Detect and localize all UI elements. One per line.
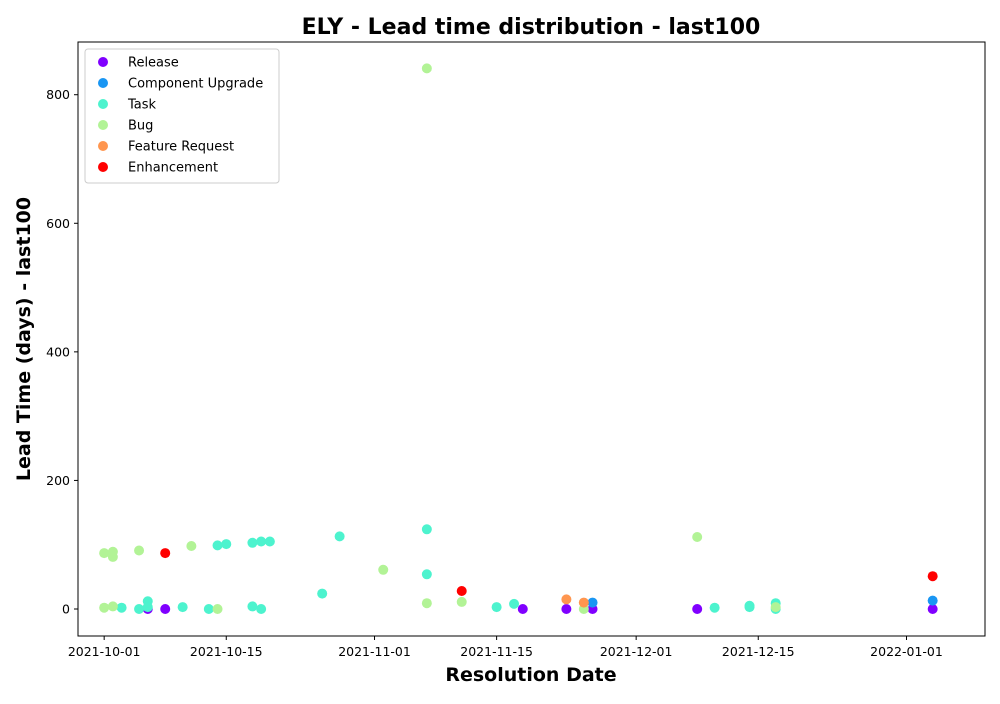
data-point-task [264,536,275,547]
x-tick-label: 2021-12-15 [722,644,795,659]
chart-title: ELY - Lead time distribution - last100 [302,15,761,40]
y-tick-label: 800 [46,87,70,102]
x-axis-label: Resolution Date [445,664,616,686]
y-axis-ticks: 0 200 400 600 800 [46,87,78,617]
data-point-release [160,604,171,614]
legend-label-release: Release [128,56,179,71]
data-point-bug [421,598,432,609]
data-point-bug [770,602,781,613]
data-point-bug [107,551,118,562]
x-tick-label: 2021-11-15 [460,644,533,659]
data-point-task [256,536,267,547]
data-point-release [517,604,528,614]
x-tick-label: 2021-11-01 [338,644,411,659]
data-point-task [134,604,145,614]
data-point-feature-request [561,594,572,605]
data-point-bug [186,541,197,551]
data-point-component-upgrade [927,595,938,606]
data-point-enhancement [927,571,938,582]
data-point-release [927,604,938,614]
data-point-component-upgrade [587,597,598,608]
data-point-feature-request [578,597,589,608]
data-point-task [247,601,258,612]
data-point-bug [99,548,110,559]
data-point-release [692,604,703,614]
legend-marker-feature-request [98,141,108,151]
data-point-task [177,602,188,613]
axes-frame [77,41,986,637]
data-point-bug [134,545,145,556]
x-tick-label: 2021-10-01 [68,644,141,659]
data-point-task [421,524,432,535]
data-point-bug [456,596,467,607]
x-tick-label: 2021-12-01 [600,644,673,659]
data-point-enhancement [456,586,467,596]
data-point-task [221,539,232,550]
legend-box [84,48,280,184]
data-point-task [509,598,520,609]
data-point-task [317,588,328,599]
legend-label-feature-request: Feature Request [128,140,234,155]
y-axis-label: Lead Time (days) - last100 [13,197,35,481]
data-point-task [709,602,720,613]
data-point-bug [212,604,223,614]
data-point-task [116,602,127,613]
data-points [99,63,938,614]
data-point-task [256,604,267,614]
y-tick-label: 0 [62,602,70,617]
data-point-task [334,531,345,542]
data-point-task [247,537,258,548]
data-point-bug [378,564,389,575]
x-axis-ticks: 2021-10-01 2021-10-15 2021-11-01 2021-11-15… [68,636,943,659]
legend: Release Component Upgrade Task Bug Feature R… [84,48,280,184]
data-point-task [142,602,153,613]
legend-label-task: Task [127,98,157,113]
data-point-task [491,602,502,613]
legend-marker-enhancement [98,162,108,172]
legend-label-enhancement: Enhancement [128,161,218,176]
data-point-task [421,569,432,580]
legend-marker-release [98,57,108,67]
legend-label-component-upgrade: Component Upgrade [128,77,263,92]
y-tick-label: 200 [46,473,70,488]
legend-label-bug: Bug [128,119,153,134]
x-tick-label: 2022-01-01 [870,644,943,659]
data-point-task [744,600,755,611]
data-point-task [212,540,223,551]
y-tick-label: 600 [46,216,70,231]
data-point-task [203,604,214,614]
data-point-enhancement [160,548,171,559]
legend-marker-bug [98,120,108,130]
data-point-bug [99,602,110,613]
plot-area [77,41,986,637]
x-tick-label: 2021-10-15 [190,644,263,659]
data-point-bug [692,532,703,542]
legend-marker-component-upgrade [98,78,108,88]
y-tick-label: 400 [46,344,70,359]
data-point-bug [421,63,432,74]
legend-marker-task [98,99,108,109]
data-point-release [561,604,572,614]
data-point-bug [107,601,118,612]
